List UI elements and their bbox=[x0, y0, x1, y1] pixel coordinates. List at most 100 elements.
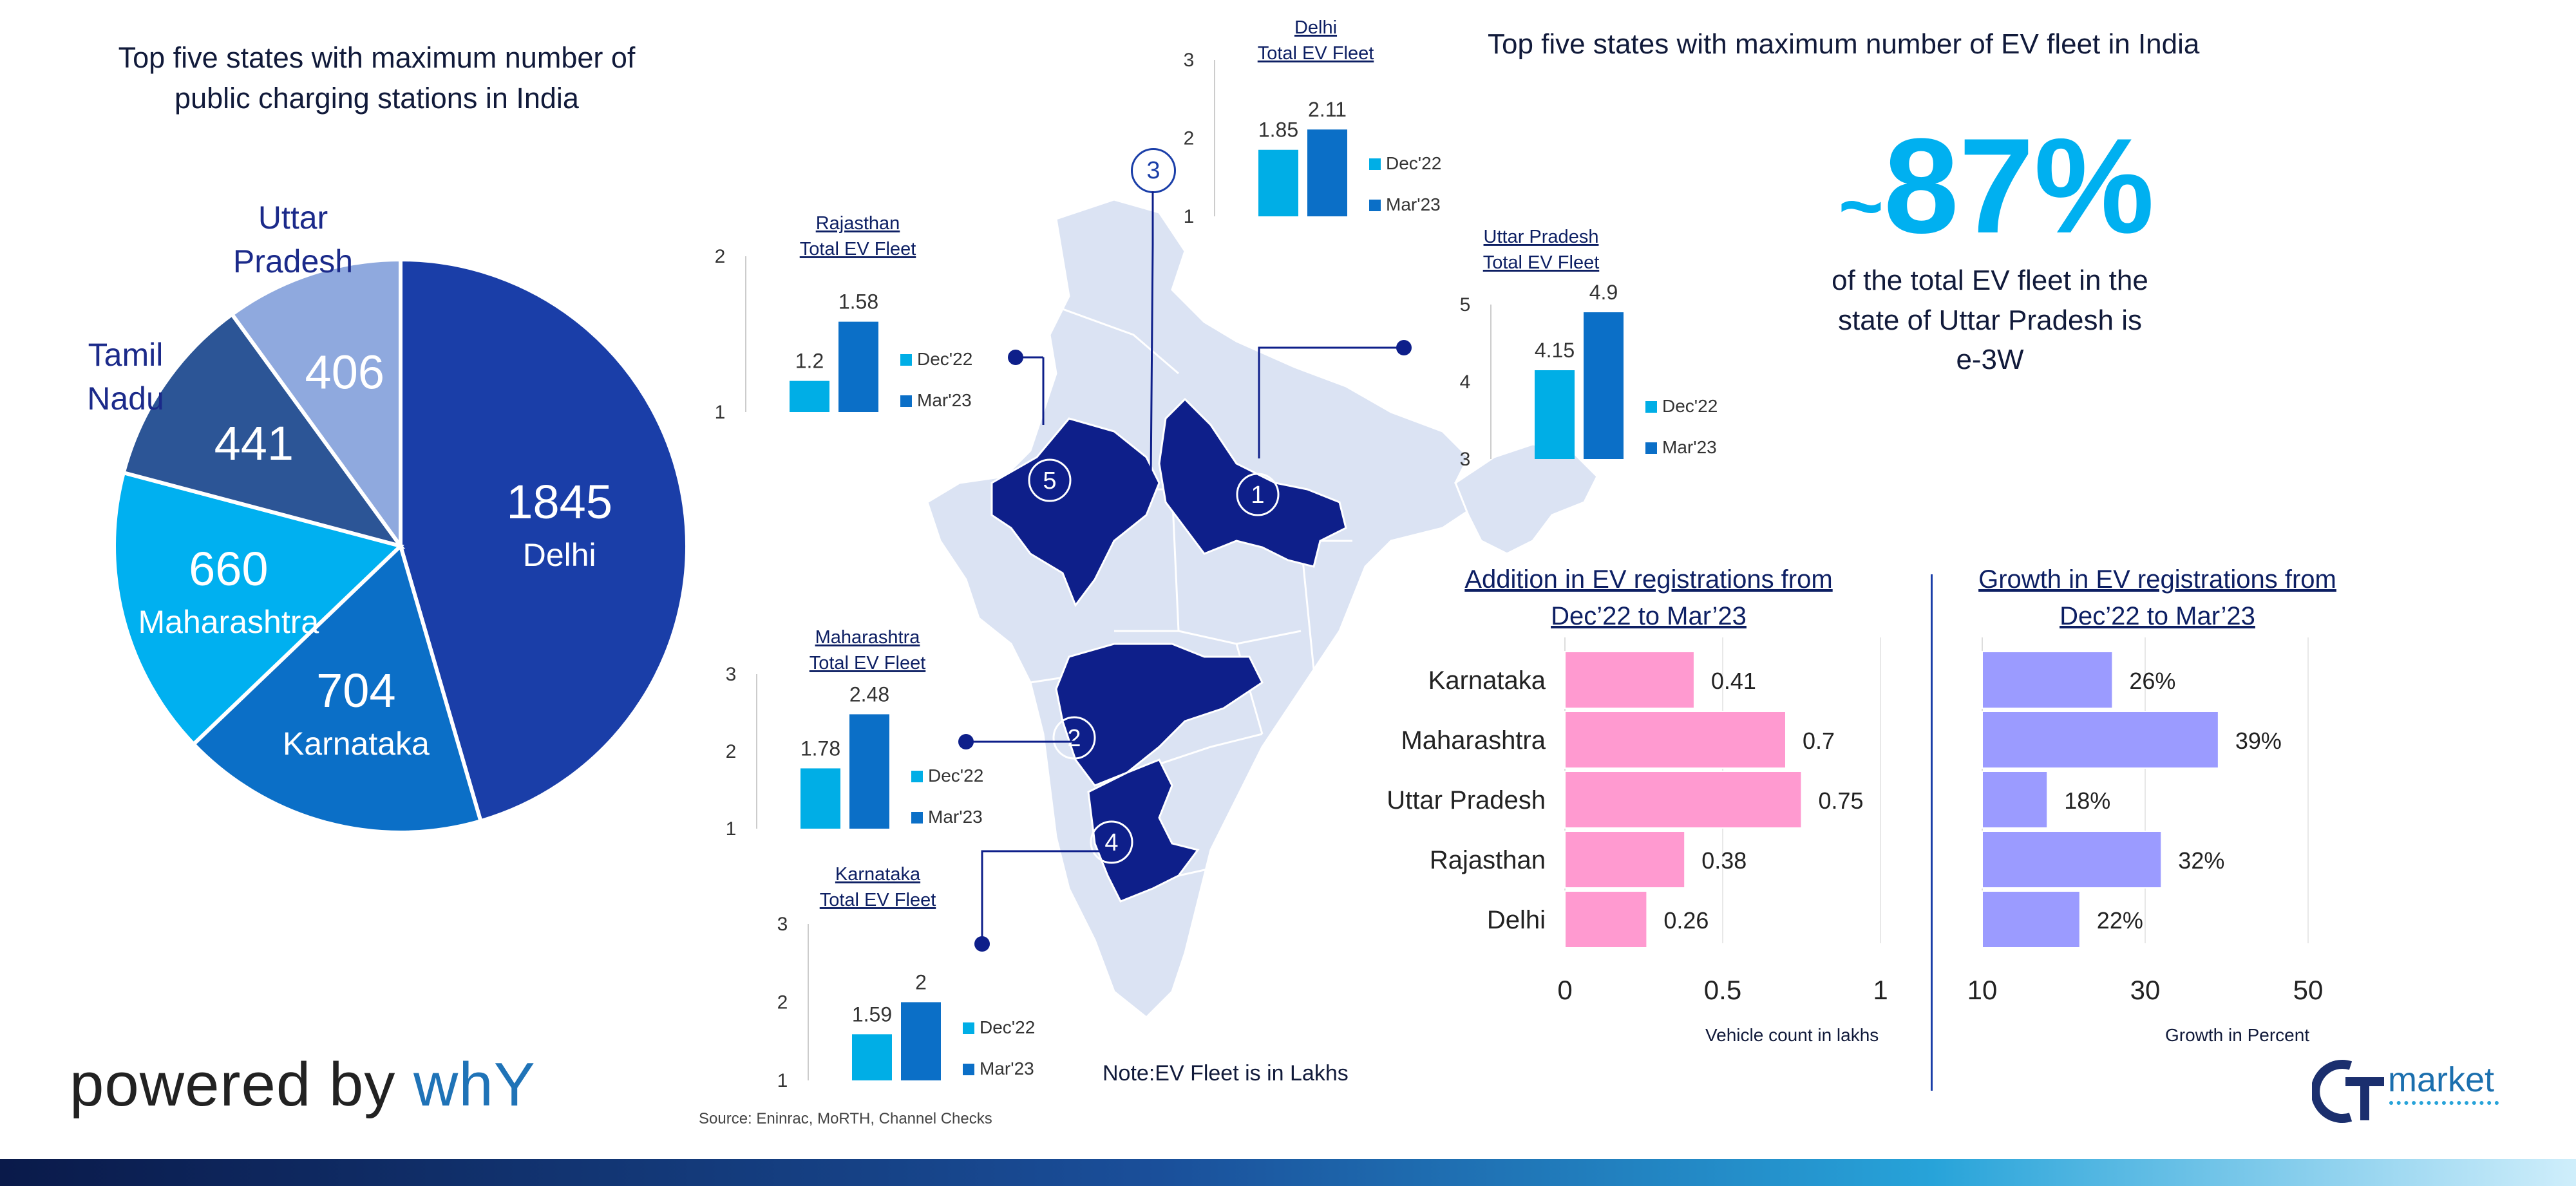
hbar-bar-uttar-pradesh bbox=[1982, 771, 2049, 829]
hbar-x-tick: 0.5 bbox=[1704, 975, 1741, 1005]
svg-text:5: 5 bbox=[1043, 467, 1056, 494]
mini-chart-rajasthan: Rajasthan Total EV Fleet 1 2 1.2 1.58 Dec'22 Ma… bbox=[696, 207, 1056, 426]
svg-text:4: 4 bbox=[1104, 829, 1118, 856]
marker-3-delhi: 3 bbox=[1131, 148, 1176, 193]
mini-chart-title: Delhi bbox=[1294, 17, 1337, 38]
mini-chart-svg: Karnataka Total EV Fleet 1 2 3 1.59 2 Dec'22 Mar… bbox=[777, 864, 1036, 1091]
hbar-value-label: 0.75 bbox=[1819, 787, 1864, 814]
hbar-x-tick: 50 bbox=[2293, 975, 2324, 1005]
mini-chart-maharashtra: Maharashtra Total EV Fleet 1 2 3 1.78 2.48 Dec'… bbox=[718, 621, 1079, 840]
mini-legend-swatch bbox=[911, 812, 923, 824]
map-karnataka bbox=[1087, 758, 1200, 903]
pie-name-label: Maharashtra bbox=[138, 604, 319, 640]
mini-bar-value: 1.59 bbox=[852, 1002, 892, 1026]
mini-chart-title: Uttar Pradesh bbox=[1484, 227, 1599, 247]
hbar-bar-maharashtra bbox=[1564, 711, 1786, 769]
pie-value-label: 406 bbox=[305, 345, 384, 399]
hbar-bar-uttar-pradesh bbox=[1564, 771, 1803, 829]
addition-bar-chart: 0 0.5 1 Karnataka 0.41 Maharashtra 0.7 Uttar Pr… bbox=[1387, 637, 1888, 1005]
hbar-value-label: 18% bbox=[2064, 787, 2110, 814]
mini-legend-swatch bbox=[1645, 401, 1657, 413]
growth-unit: Growth in Percent bbox=[2165, 1025, 2310, 1045]
pie-value-label: 441 bbox=[214, 417, 294, 470]
mini-bar-mar23 bbox=[1307, 129, 1347, 216]
mini-bar-value: 2 bbox=[915, 971, 927, 994]
mini-y-tick: 1 bbox=[1184, 206, 1195, 227]
mini-bar-dec22 bbox=[800, 768, 840, 829]
logo: market bbox=[2311, 1056, 2505, 1127]
mini-y-tick: 1 bbox=[715, 402, 726, 423]
svg-text:1: 1 bbox=[1251, 482, 1264, 509]
powered-brand: whY bbox=[413, 1050, 536, 1119]
footer-gradient-bar bbox=[0, 1159, 2576, 1186]
hbar-bar-karnataka bbox=[1564, 651, 1695, 709]
mini-legend-swatch bbox=[911, 771, 923, 782]
mini-bar-dec22 bbox=[1535, 370, 1575, 459]
powered-by: powered by whY bbox=[70, 1050, 536, 1119]
mini-bar-value: 2.48 bbox=[849, 682, 889, 706]
mini-y-tick: 1 bbox=[777, 1070, 788, 1091]
mini-chart-subtitle: Total EV Fleet bbox=[1483, 252, 1600, 273]
hbar-category-label: Karnataka bbox=[1428, 666, 1546, 695]
mini-y-tick: 2 bbox=[726, 741, 737, 762]
mini-bar-value: 2.11 bbox=[1308, 98, 1347, 121]
mini-y-tick: 2 bbox=[777, 992, 788, 1013]
mini-bar-value: 4.15 bbox=[1535, 339, 1575, 362]
mini-legend-label: Mar'23 bbox=[917, 390, 972, 410]
mini-bar-value: 1.2 bbox=[795, 350, 824, 373]
mini-legend-swatch bbox=[963, 1022, 974, 1034]
mini-legend-label: Dec'22 bbox=[980, 1017, 1035, 1037]
stat-tilde: ~ bbox=[1838, 163, 1884, 249]
mini-legend-label: Mar'23 bbox=[980, 1059, 1034, 1078]
logo-dots bbox=[2389, 1101, 2499, 1105]
mini-bar-dec22 bbox=[1258, 149, 1298, 216]
mini-chart-subtitle: Total EV Fleet bbox=[1258, 43, 1374, 64]
mini-bar-value: 1.85 bbox=[1258, 118, 1298, 142]
mini-chart-delhi: Delhi Total EV Fleet 1 2 3 1.85 2.11 Dec'22 Mar'… bbox=[1127, 12, 1488, 231]
mini-y-tick: 4 bbox=[1460, 372, 1471, 393]
mini-legend-swatch bbox=[1369, 200, 1381, 211]
hbar-value-label: 0.41 bbox=[1711, 668, 1756, 694]
map-rajasthan bbox=[990, 417, 1160, 608]
hbar-category-label: Uttar Pradesh bbox=[1387, 786, 1546, 814]
mini-bar-mar23 bbox=[838, 321, 878, 412]
mini-chart-title: Karnataka bbox=[835, 864, 921, 885]
hbar-bar-rajasthan bbox=[1564, 831, 1686, 889]
mini-chart-karnataka: Karnataka Total EV Fleet 1 2 3 1.59 2 Dec'22 Mar… bbox=[757, 858, 1117, 1097]
mini-legend-swatch bbox=[900, 395, 912, 407]
marker-4: 4 bbox=[1090, 820, 1133, 864]
growth-bar-chart: 10 30 50 26% 39% 18% 32% 22% bbox=[1967, 637, 2324, 1005]
mini-bar-dec22 bbox=[852, 1034, 892, 1080]
pie-slice-karnataka bbox=[191, 542, 484, 834]
mini-y-tick: 3 bbox=[1184, 50, 1195, 71]
mini-y-tick: 2 bbox=[1184, 128, 1195, 149]
marker-2: 2 bbox=[1052, 716, 1096, 760]
mini-chart-title: Maharashtra bbox=[815, 627, 921, 648]
mini-chart-svg: Uttar Pradesh Total EV Fleet 3 4 5 4.15 4.9 Dec… bbox=[1460, 227, 1718, 470]
mini-legend-label: Dec'22 bbox=[1662, 396, 1718, 416]
mini-bar-value: 1.78 bbox=[800, 737, 840, 760]
hbar-value-label: 26% bbox=[2129, 668, 2175, 694]
mini-bar-value: 4.9 bbox=[1589, 281, 1618, 304]
logo-mark-icon bbox=[2311, 1060, 2384, 1123]
mini-legend-swatch bbox=[963, 1064, 974, 1075]
marker-1: 1 bbox=[1236, 473, 1280, 516]
map-uttar-pradesh bbox=[1158, 397, 1347, 568]
map-maharashtra bbox=[1055, 643, 1264, 787]
hbar-bar-delhi bbox=[1982, 890, 2081, 948]
mini-bar-dec22 bbox=[790, 381, 829, 412]
mini-legend-swatch bbox=[1645, 442, 1657, 454]
hbar-value-label: 32% bbox=[2178, 847, 2224, 874]
pie-label-tamil-nadu: Tamil Nadu bbox=[87, 337, 164, 417]
svg-text:2: 2 bbox=[1067, 725, 1081, 752]
logo-text: market bbox=[2388, 1060, 2495, 1099]
source-text: Source: Eninrac, MoRTH, Channel Checks bbox=[699, 1110, 992, 1127]
mini-bar-mar23 bbox=[901, 1002, 941, 1080]
stat-description: of the total EV fleet in the state of Ut… bbox=[1832, 265, 2148, 376]
stat-block: ~87% bbox=[1803, 108, 2190, 264]
mini-legend-swatch bbox=[900, 354, 912, 366]
pie-value-label: 1845 bbox=[506, 475, 612, 529]
mini-y-tick: 2 bbox=[715, 246, 726, 267]
mini-chart-svg: Rajasthan Total EV Fleet 1 2 1.2 1.58 Dec'22 Ma… bbox=[715, 213, 973, 423]
mini-y-tick: 3 bbox=[726, 664, 737, 685]
